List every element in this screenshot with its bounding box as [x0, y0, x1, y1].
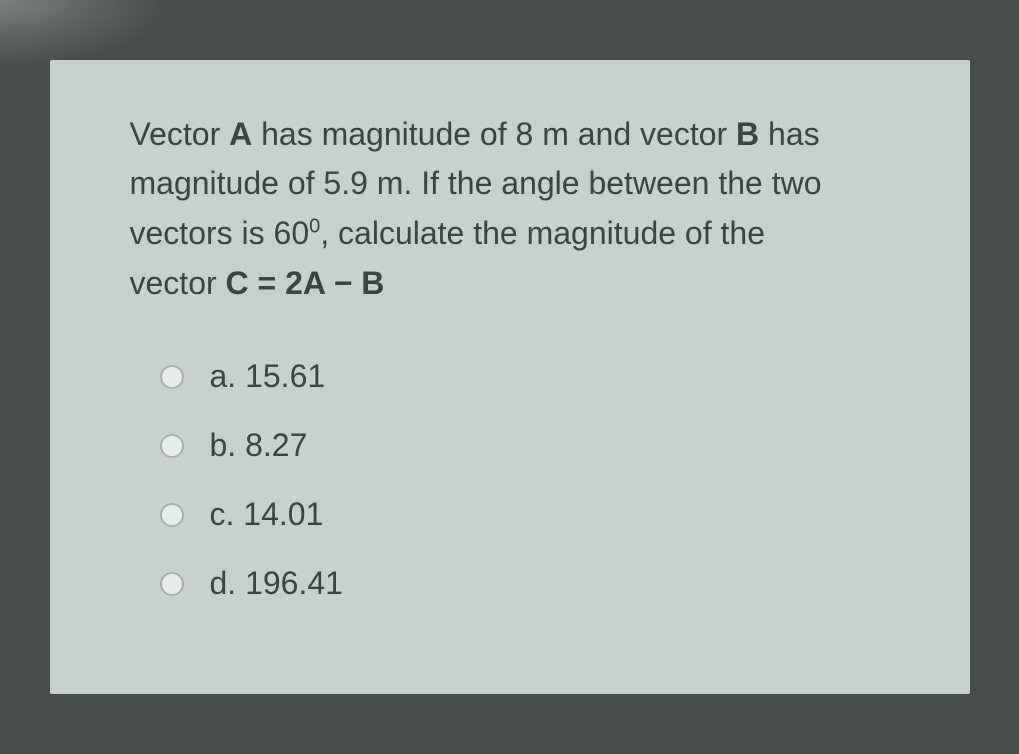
question-text: Vector A has magnitude of 8 m and vector… [130, 110, 920, 308]
option-a[interactable]: a. 15.61 [160, 358, 920, 395]
vector-a-bold: A [229, 116, 252, 152]
equation-bold: C = 2A − B [226, 265, 385, 301]
text-segment: vector [130, 265, 226, 301]
option-label: d. 196.41 [210, 565, 343, 602]
text-segment: , calculate the magnitude of the [320, 215, 765, 251]
radio-icon[interactable] [160, 503, 184, 527]
corner-highlight [0, 0, 200, 80]
text-segment: has [759, 116, 819, 152]
text-segment: Vector [130, 116, 230, 152]
radio-icon[interactable] [160, 572, 184, 596]
text-segment: magnitude of 5.9 m. If the angle between… [130, 165, 822, 201]
text-segment: has magnitude of 8 m and vector [252, 116, 736, 152]
option-c[interactable]: c. 14.01 [160, 496, 920, 533]
options-list: a. 15.61 b. 8.27 c. 14.01 d. 196.41 [130, 358, 920, 602]
option-label: b. 8.27 [210, 427, 308, 464]
degree-superscript: 0 [309, 215, 320, 237]
option-b[interactable]: b. 8.27 [160, 427, 920, 464]
option-label: c. 14.01 [210, 496, 324, 533]
radio-icon[interactable] [160, 365, 184, 389]
vector-b-bold: B [736, 116, 759, 152]
text-segment: vectors is 60 [130, 215, 310, 251]
option-d[interactable]: d. 196.41 [160, 565, 920, 602]
question-card: Vector A has magnitude of 8 m and vector… [50, 60, 970, 694]
radio-icon[interactable] [160, 434, 184, 458]
option-label: a. 15.61 [210, 358, 326, 395]
